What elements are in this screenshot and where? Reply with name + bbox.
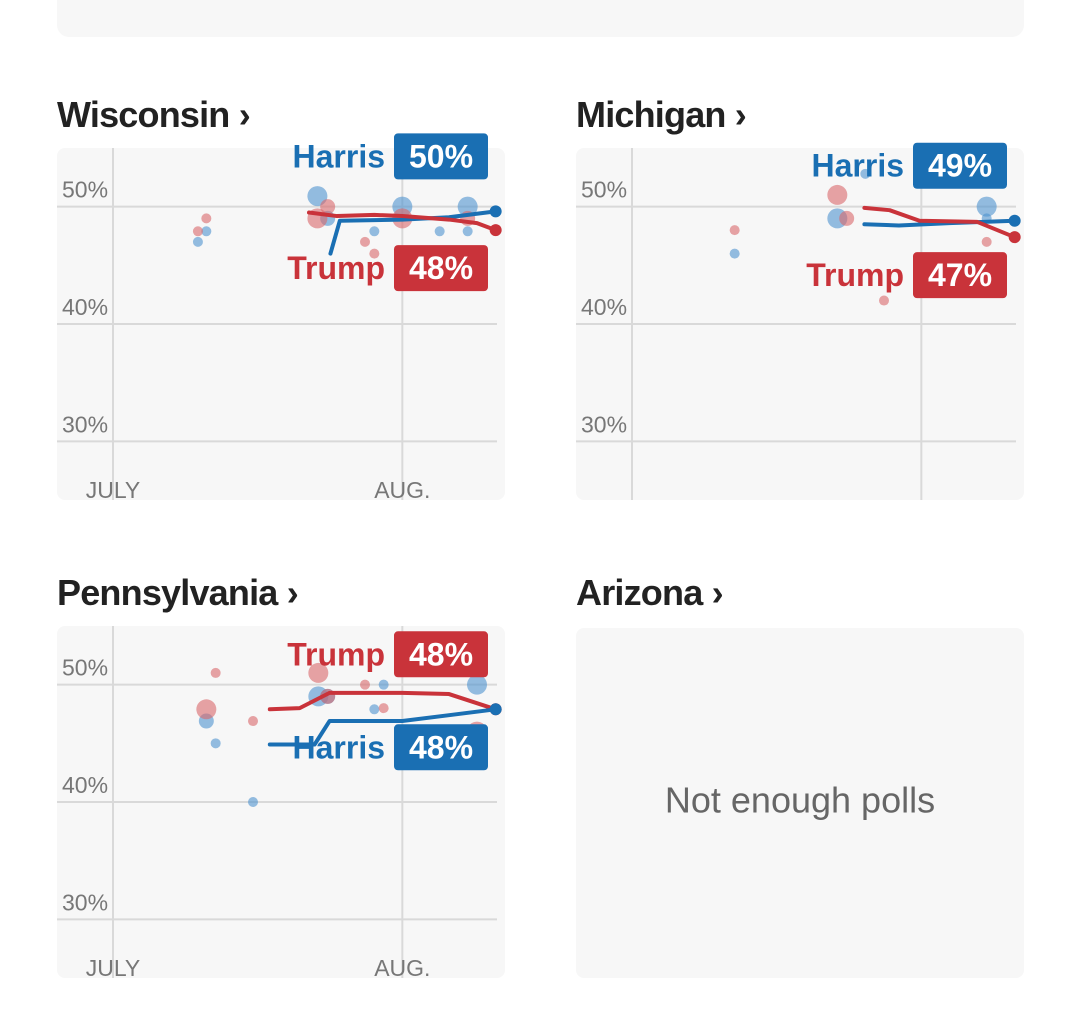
poll-dot	[360, 679, 370, 690]
value-label: 48%	[409, 250, 473, 286]
value-label: 49%	[928, 148, 992, 184]
y-tick-label: 50%	[62, 655, 108, 681]
value-label: 50%	[409, 138, 473, 174]
poll-dot	[827, 184, 848, 205]
empty-message: Not enough polls	[665, 780, 935, 821]
average-line	[267, 707, 498, 747]
label-box	[394, 631, 488, 678]
legend-label: Trump	[287, 636, 385, 672]
x-tick-label: JULY	[86, 955, 141, 981]
legend-label: Harris	[812, 148, 905, 184]
previous-panel	[57, 0, 1024, 37]
poll-dot	[308, 662, 329, 683]
average-line	[307, 210, 498, 233]
average-line	[328, 209, 498, 256]
poll-dot	[248, 797, 258, 807]
legend-label: Trump	[806, 257, 904, 293]
poll-dot	[839, 210, 855, 226]
poll-dot	[201, 213, 212, 224]
panel-title[interactable]: Pennsylvania ›	[57, 572, 299, 613]
y-tick-label: 40%	[62, 772, 108, 798]
y-tick-label: 50%	[581, 177, 627, 203]
poll-dot	[192, 236, 203, 247]
label-box	[913, 252, 1007, 299]
label-box	[913, 142, 1007, 189]
label-box	[394, 245, 488, 292]
panel-title[interactable]: Michigan ›	[576, 94, 747, 135]
poll-dot	[976, 196, 997, 217]
poll-dot	[369, 226, 380, 237]
y-tick-label: 30%	[62, 889, 108, 915]
poll-dot	[434, 226, 445, 237]
x-tick-label: AUG.	[374, 477, 430, 503]
legend-label: Harris	[293, 729, 386, 765]
label-box	[394, 133, 488, 180]
average-line	[862, 205, 1017, 240]
poll-dot	[981, 236, 992, 247]
poll-dot	[467, 674, 487, 695]
poll-dot	[192, 226, 203, 237]
poll-dot	[201, 226, 212, 237]
poll-dot	[210, 738, 221, 749]
poll-dot	[369, 248, 380, 259]
poll-dot	[462, 226, 473, 237]
empty-panel	[576, 628, 1024, 978]
end-dot	[489, 205, 502, 218]
panel-title[interactable]: Arizona ›	[576, 572, 724, 613]
poll-dot	[248, 716, 258, 727]
y-tick-label: 40%	[581, 294, 627, 320]
label-box	[394, 724, 488, 771]
y-tick-label: 40%	[62, 294, 108, 320]
poll-dot	[378, 679, 389, 690]
panel-title[interactable]: Wisconsin ›	[57, 94, 251, 135]
end-dot	[1008, 231, 1021, 244]
poll-dot	[196, 699, 217, 720]
poll-dot	[320, 199, 336, 215]
y-tick-label: 30%	[581, 411, 627, 437]
poll-dot	[729, 248, 740, 259]
end-dot	[489, 703, 502, 716]
poll-dot	[729, 225, 740, 236]
poll-dot	[210, 667, 221, 678]
value-label: 48%	[409, 636, 473, 672]
value-label: 47%	[928, 257, 992, 293]
poll-dot	[457, 196, 478, 217]
y-tick-label: 30%	[62, 411, 108, 437]
legend-label: Trump	[287, 250, 385, 286]
poll-dot	[369, 704, 380, 715]
poll-dot	[378, 703, 389, 714]
value-label: 48%	[409, 729, 473, 765]
poll-dot	[360, 236, 370, 247]
end-dot	[489, 224, 502, 237]
legend-label: Harris	[293, 138, 386, 174]
end-dot	[1008, 214, 1021, 227]
poll-dot	[307, 186, 328, 207]
poll-dot	[879, 295, 889, 306]
average-line	[267, 690, 498, 712]
poll-dot	[860, 168, 871, 179]
x-tick-label: AUG.	[374, 955, 430, 981]
y-tick-label: 50%	[62, 177, 108, 203]
x-tick-label: JULY	[86, 477, 141, 503]
